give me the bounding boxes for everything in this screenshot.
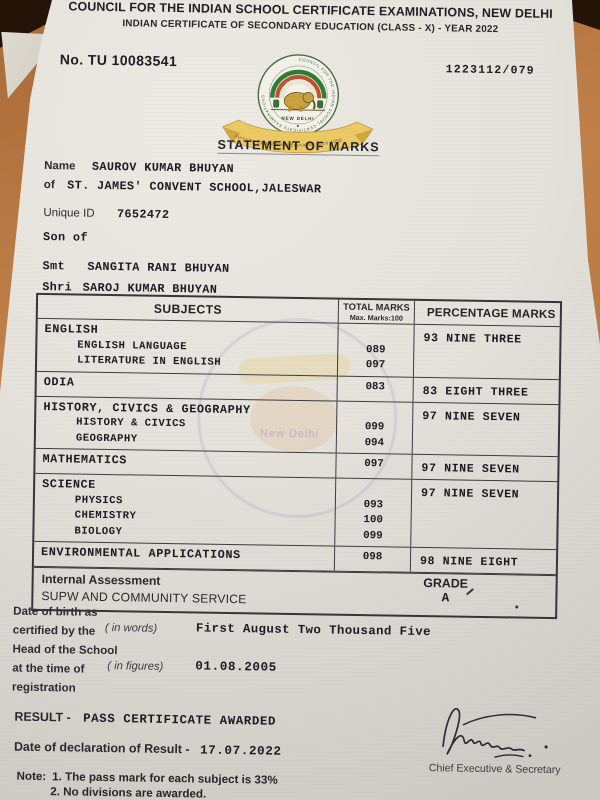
header-max-marks: Max. Marks:100 <box>349 312 403 323</box>
declaration-label: Date of declaration of Result - <box>13 739 190 757</box>
note-item: 1. The pass mark for each subject is 33% <box>52 770 278 787</box>
table-row: MATHEMATICS 097 97 NINE SEVEN <box>35 448 558 483</box>
grade-value: A <box>441 591 450 606</box>
internal-assessment-label: Internal Assessment <box>41 572 161 588</box>
dob-in-figures: 01.08.2005 <box>195 659 277 675</box>
school-name: ST. JAMES' CONVENT SCHOOL,JALESWAR <box>67 178 322 197</box>
cisce-emblem-icon: COUNCIL FOR THE INDIAN SCHOOL CERTIFICAT… <box>222 54 374 154</box>
table-row: ENGLISH ENGLISH LANGUAGE LITERATURE IN E… <box>36 318 560 380</box>
declaration-row: Date of declaration of Result - 17.07.20… <box>14 738 282 760</box>
father-prefix: Shri <box>42 279 73 295</box>
signature-icon <box>442 707 548 758</box>
school-row: of ST. JAMES' CONVENT SCHOOL,JALESWAR <box>44 175 322 197</box>
mother-name: SANGITA RANI BHUYAN <box>87 259 230 276</box>
emblem-ribbon <box>222 119 374 154</box>
father-row: Shri SAROJ KUMAR BHUYAN <box>42 277 217 298</box>
document-title: STATEMENT OF MARKS <box>217 137 380 157</box>
candidate-name-row: Name SAUROV KUMAR BHUYAN <box>44 156 234 177</box>
table-header-row: SUBJECTS TOTAL MARKS Max. Marks:100 PERC… <box>37 294 561 328</box>
table-row: ENVIRONMENTAL APPLICATIONS 098 98 NINE E… <box>33 541 557 576</box>
certificate-number-value: TU 10083541 <box>87 51 178 70</box>
unique-id-value: 7652472 <box>116 207 170 222</box>
date-of-birth-block: Date of birth as certified by the Head o… <box>11 604 432 695</box>
watermark-elephant <box>249 385 339 453</box>
marks-table: SUBJECTS TOTAL MARKS Max. Marks:100 PERC… <box>31 292 563 620</box>
supw-label: SUPW AND COMMUNITY SERVICE <box>41 589 247 607</box>
table-footer: Internal Assessment SUPW AND COMMUNITY S… <box>33 566 556 618</box>
certificate-number: No. TU 10083541 <box>60 51 178 69</box>
grade-label: GRADE <box>423 576 469 591</box>
grade-box: GRADE A <box>405 576 485 606</box>
svg-text:Pursuing Excellence in Educati: Pursuing Excellence in Education since 1… <box>234 133 343 149</box>
emblem-ring-text: COUNCIL FOR THE INDIAN SCHOOL CERTIFICAT… <box>260 56 337 133</box>
father-name: SAROJ KUMAR BHUYAN <box>82 280 218 297</box>
pen-mark <box>465 588 475 596</box>
pen-dot <box>515 605 519 609</box>
son-of-label: Son of <box>42 229 89 245</box>
note-item: 2. No divisions are awarded. <box>50 784 207 800</box>
result-value: PASS CERTIFICATE AWARDED <box>83 711 277 729</box>
name-label: Name <box>44 159 76 173</box>
in-figures-label: ( in figures) <box>107 660 164 673</box>
in-words-label: ( in words) <box>104 622 158 635</box>
header-total-marks: TOTAL MARKS <box>343 301 410 313</box>
mother-prefix: Smt <box>42 258 66 274</box>
table-row: SCIENCE PHYSICS CHEMISTRY BIOLOGY ​ 093 … <box>34 473 558 551</box>
watermark-ribbon <box>237 352 351 385</box>
exam-subtitle: INDIAN CERTIFICATE OF SECONDARY EDUCATIO… <box>122 18 499 36</box>
mother-row: Smt SANGITA RANI BHUYAN <box>42 256 229 277</box>
declaration-date: 17.07.2022 <box>199 743 282 759</box>
signatory-title: Chief Executive & Secretary <box>428 762 561 777</box>
table-row: ODIA 083 83 EIGHT THREE <box>36 371 559 405</box>
unique-id-label: Unique ID <box>43 206 95 220</box>
council-title: COUNCIL FOR THE INDIAN SCHOOL CERTIFICAT… <box>68 0 553 21</box>
serial-number: 1223112/079 <box>445 63 535 78</box>
watermark-text: New Delhi <box>259 427 320 441</box>
of-label: of <box>43 178 55 192</box>
unique-id-row: Unique ID 7652472 <box>43 203 169 223</box>
emblem-motto-text: Pursuing Excellence in Education since 1… <box>234 133 343 149</box>
header-percentage: PERCENTAGE MARKS <box>426 306 556 322</box>
certificate-number-label: No. <box>59 51 84 68</box>
result-label: RESULT - <box>14 709 71 725</box>
table-row: HISTORY, CIVICS & GEOGRAPHY HISTORY & CI… <box>35 396 559 458</box>
watermark-ring <box>195 316 399 520</box>
emblem-city-text: NEW DELHI <box>281 116 314 122</box>
note-label: Note: <box>16 769 47 784</box>
signature <box>435 688 554 767</box>
svg-text:COUNCIL FOR THE INDIAN SCHOOL: COUNCIL FOR THE INDIAN SCHOOL CERTIFICAT… <box>260 56 337 133</box>
cisce-emblem: COUNCIL FOR THE INDIAN SCHOOL CERTIFICAT… <box>208 49 388 160</box>
candidate-name: SAUROV KUMAR BHUYAN <box>91 159 235 176</box>
notes-block: Note: 1. The pass mark for each subject … <box>16 770 278 800</box>
dob-in-words: First August Two Thousand Five <box>195 621 432 640</box>
result-row: RESULT - PASS CERTIFICATE AWARDED <box>14 708 276 730</box>
header-subjects: SUBJECTS <box>37 294 340 323</box>
